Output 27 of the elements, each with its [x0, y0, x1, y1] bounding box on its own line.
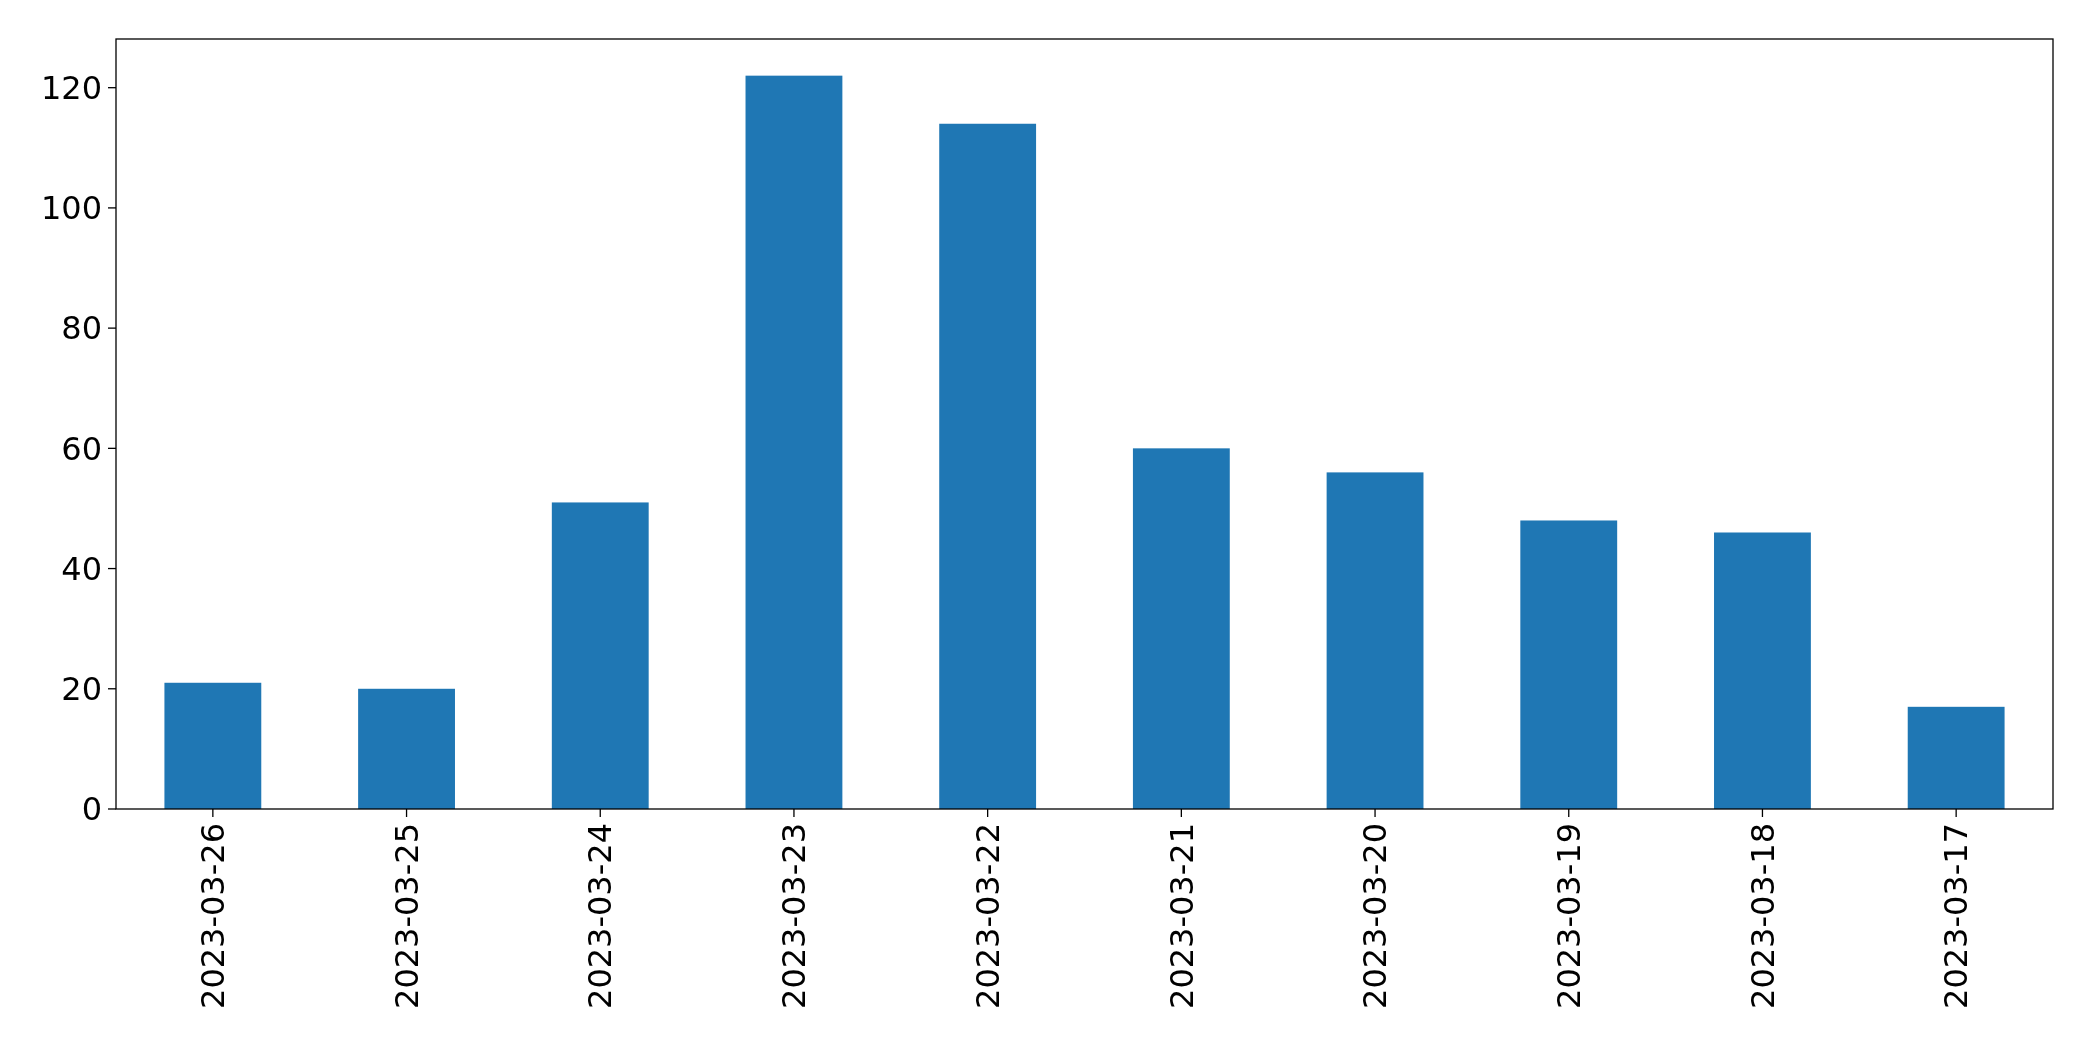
- y-tick-label: 0: [81, 790, 102, 829]
- y-tick-label: 60: [61, 429, 102, 468]
- bar: [164, 682, 262, 809]
- bar: [745, 75, 843, 809]
- x-tick-label: 2023-03-26: [194, 823, 233, 1009]
- bar: [358, 688, 455, 809]
- y-tick-label: 40: [61, 549, 102, 588]
- y-tick-label: 80: [61, 309, 102, 348]
- bar: [1520, 520, 1618, 809]
- bar: [1132, 448, 1230, 809]
- y-tick-label: 120: [40, 68, 102, 107]
- x-tick-label: 2023-03-23: [775, 823, 814, 1009]
- bar: [551, 502, 649, 809]
- x-tick-label: 2023-03-20: [1356, 823, 1395, 1009]
- x-tick-label: 2023-03-24: [581, 823, 620, 1009]
- x-tick-label: 2023-03-19: [1549, 823, 1588, 1009]
- x-tick-label: 2023-03-25: [387, 823, 426, 1009]
- x-tick-label: 2023-03-18: [1743, 823, 1782, 1009]
- x-tick-label: 2023-03-22: [968, 823, 1007, 1009]
- x-tick-label: 2023-03-21: [1162, 823, 1201, 1009]
- y-tick-label: 20: [61, 669, 102, 708]
- bar: [1326, 472, 1424, 809]
- bar: [1714, 532, 1811, 809]
- x-tick-label: 2023-03-17: [1937, 823, 1976, 1009]
- bar: [1907, 706, 2005, 809]
- bar: [939, 123, 1037, 809]
- y-tick-label: 100: [40, 189, 102, 228]
